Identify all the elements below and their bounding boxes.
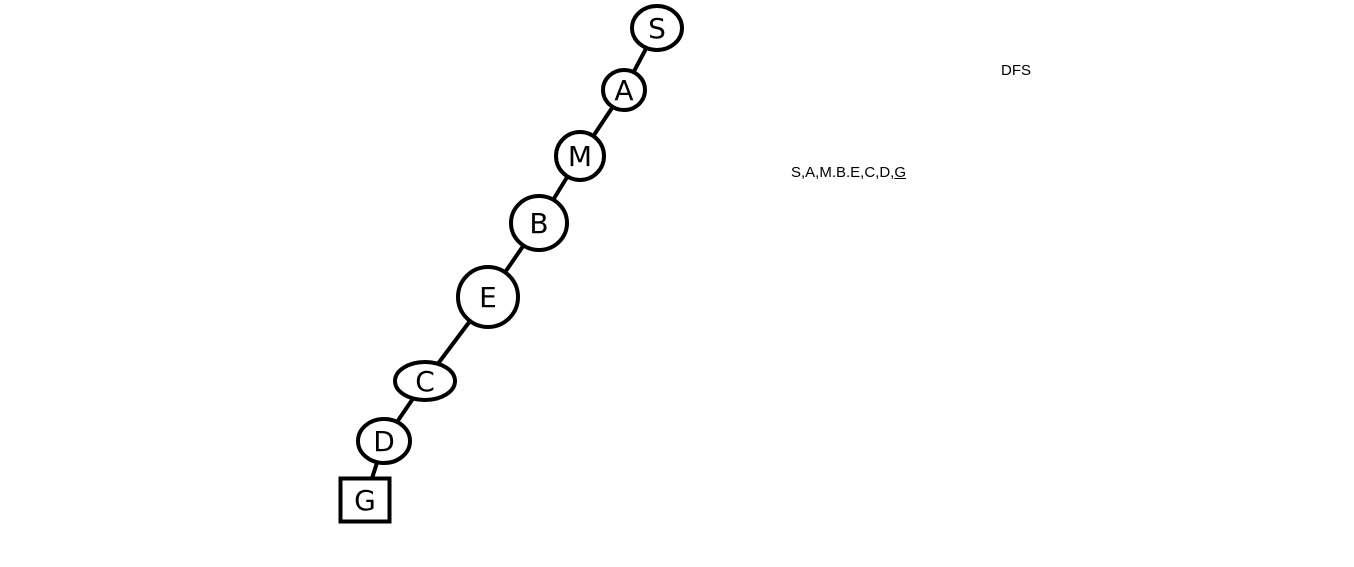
traversal-goal: G — [894, 164, 907, 181]
node-b: B — [509, 194, 569, 252]
node-c: C — [393, 360, 457, 402]
node-g-shape — [338, 476, 392, 524]
traversal-path: S,A,M.B.E,C,D, — [791, 164, 895, 181]
node-b-label: B — [529, 207, 548, 240]
node-g: G — [338, 476, 392, 524]
node-d-shape — [356, 417, 412, 465]
node-a-label: A — [614, 74, 633, 107]
node-g-label: G — [354, 484, 376, 517]
node-e-label: E — [479, 281, 497, 314]
nodes-layer: SAM B E CDG — [338, 4, 684, 524]
node-c-label: C — [415, 365, 435, 398]
node-s: S — [630, 4, 684, 52]
node-b-shape — [509, 194, 569, 252]
node-d-label: D — [373, 425, 395, 458]
node-s-label: S — [648, 12, 666, 45]
node-e: E — [456, 265, 520, 329]
node-a: A — [601, 68, 647, 112]
traversal-sequence: S,A,M.B.E,C,D,G — [791, 164, 906, 181]
node-a-shape — [601, 68, 647, 112]
node-m-label: M — [568, 140, 592, 173]
node-d: D — [356, 417, 412, 465]
node-e-shape — [456, 265, 520, 329]
node-s-shape — [630, 4, 684, 52]
node-c-shape — [393, 360, 457, 402]
node-m: M — [554, 130, 606, 182]
algorithm-title: DFS — [1001, 62, 1031, 79]
node-m-shape — [554, 130, 606, 182]
